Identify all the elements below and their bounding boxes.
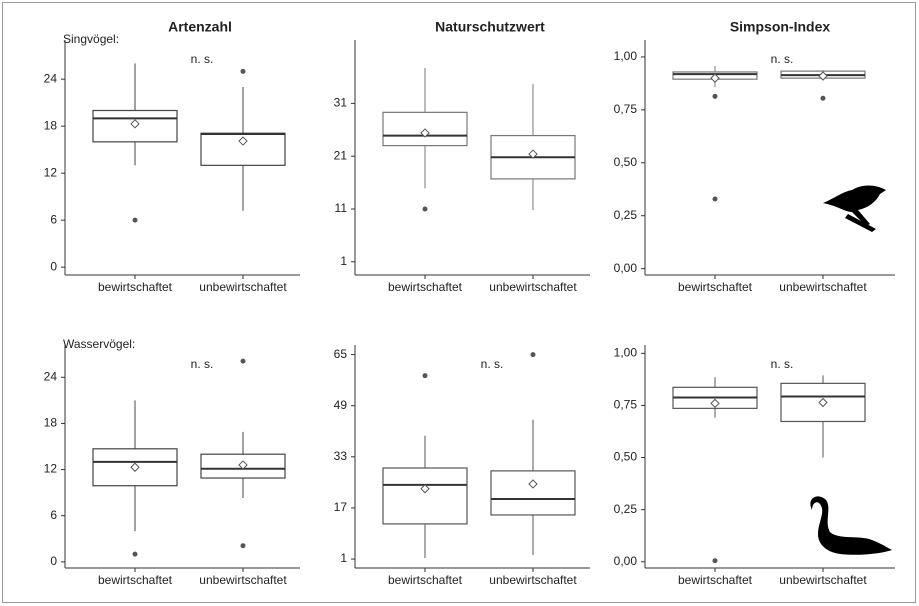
x-tick-label: unbewirtschaftet — [489, 573, 577, 587]
y-tick-label: 0,75 — [614, 398, 638, 412]
mean-marker — [528, 149, 538, 159]
y-tick-label: 0,00 — [614, 261, 638, 275]
mean-marker — [818, 71, 828, 81]
x-tick-label: bewirtschaftet — [98, 280, 173, 294]
outlier — [240, 358, 246, 364]
outlier — [820, 95, 826, 101]
y-tick-label: 12 — [44, 165, 58, 179]
y-tick-label: 0 — [50, 259, 57, 273]
y-tick-label: 1 — [340, 254, 347, 268]
x-tick-label: bewirtschaftet — [388, 280, 463, 294]
mean-marker — [130, 462, 140, 472]
y-tick-label: 1 — [340, 551, 347, 565]
y-tick-label: 12 — [44, 462, 58, 476]
y-tick-label: 24 — [44, 71, 58, 85]
chart-title: Naturschutzwert — [435, 19, 545, 35]
swan-icon — [810, 496, 892, 555]
outlier — [240, 68, 246, 74]
x-tick-label: unbewirtschaftet — [199, 573, 287, 587]
y-tick-label: 18 — [44, 416, 58, 430]
y-tick-label: 21 — [334, 148, 348, 162]
box — [92, 109, 178, 143]
x-tick-label: bewirtschaftet — [388, 573, 463, 587]
row-label: Singvögel: — [63, 32, 119, 46]
outlier — [712, 196, 718, 202]
outlier — [712, 558, 718, 564]
box — [200, 453, 286, 479]
y-tick-label: 6 — [50, 212, 57, 226]
y-tick-label: 0,00 — [614, 554, 638, 568]
outlier — [530, 352, 536, 358]
annotation: n. s. — [771, 52, 794, 66]
annotation: n. s. — [481, 357, 504, 371]
box — [92, 448, 178, 487]
box — [382, 467, 468, 525]
x-tick-label: unbewirtschaftet — [779, 280, 867, 294]
y-tick-label: 0,25 — [614, 502, 638, 516]
annotation: n. s. — [191, 52, 214, 66]
mean-marker — [238, 136, 248, 146]
y-tick-label: 0,75 — [614, 102, 638, 116]
y-tick-label: 17 — [334, 500, 348, 514]
mean-marker — [710, 398, 720, 409]
box — [780, 382, 866, 423]
chart-title: Artenzahl — [168, 19, 232, 35]
annotation: n. s. — [191, 357, 214, 371]
annotation: n. s. — [771, 357, 794, 371]
box — [490, 470, 576, 516]
y-tick-label: 0,50 — [614, 450, 638, 464]
outlier — [240, 543, 246, 549]
outlier — [132, 551, 138, 557]
outlier — [712, 93, 718, 99]
y-tick-label: 0,25 — [614, 208, 638, 222]
x-tick-label: bewirtschaftet — [678, 573, 753, 587]
box — [382, 111, 468, 147]
x-tick-label: bewirtschaftet — [98, 573, 173, 587]
y-tick-label: 31 — [334, 96, 348, 110]
y-tick-label: 49 — [334, 398, 348, 412]
x-tick-label: bewirtschaftet — [678, 280, 753, 294]
y-tick-label: 18 — [44, 118, 58, 132]
mean-marker — [238, 460, 248, 470]
y-tick-label: 24 — [44, 369, 58, 383]
y-tick-label: 6 — [50, 508, 57, 522]
mean-marker — [130, 119, 140, 129]
mean-marker — [420, 484, 430, 494]
y-tick-label: 1,00 — [614, 346, 638, 360]
x-tick-label: unbewirtschaftet — [489, 280, 577, 294]
mean-marker — [420, 128, 430, 138]
y-tick-label: 1,00 — [614, 49, 638, 63]
y-tick-label: 0 — [50, 554, 57, 568]
outlier — [422, 206, 428, 212]
outlier — [422, 373, 428, 379]
x-tick-label: unbewirtschaftet — [779, 573, 867, 587]
mean-marker — [710, 73, 720, 83]
y-tick-label: 65 — [334, 347, 348, 361]
y-tick-label: 11 — [335, 201, 348, 215]
row-label: Wasservögel: — [63, 337, 135, 351]
outlier — [132, 217, 138, 223]
mean-marker — [818, 397, 828, 408]
y-tick-label: 33 — [334, 449, 348, 463]
songbird-icon — [823, 185, 886, 232]
x-tick-label: unbewirtschaftet — [199, 280, 287, 294]
chart-title: Simpson-Index — [730, 19, 831, 35]
mean-marker — [528, 479, 538, 489]
y-tick-label: 0,50 — [614, 155, 638, 169]
